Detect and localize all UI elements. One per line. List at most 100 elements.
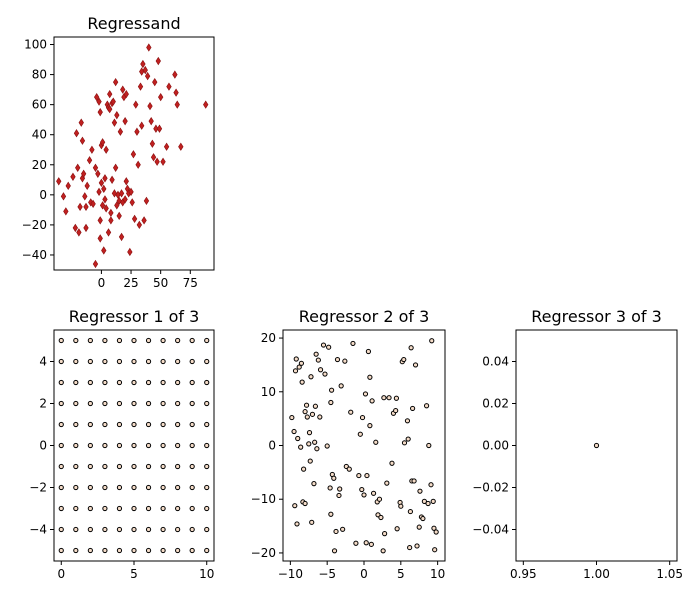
data-point	[359, 414, 366, 421]
data-point	[99, 201, 106, 210]
data-point	[73, 463, 79, 470]
data-point	[131, 484, 137, 491]
data-point	[317, 367, 324, 373]
data-point	[145, 421, 152, 428]
data-point	[204, 505, 210, 512]
x-tick-label: 75	[183, 276, 198, 290]
data-point	[83, 202, 89, 212]
chart-title: Regressor 2 of 3	[299, 307, 430, 326]
data-point	[87, 463, 93, 470]
data-point	[87, 400, 93, 407]
data-point	[306, 430, 313, 436]
data-point	[110, 97, 116, 106]
x-tick-label: 10	[199, 567, 214, 581]
data-point	[145, 526, 152, 533]
data-point	[336, 492, 342, 499]
data-point	[175, 379, 181, 386]
data-point	[117, 127, 124, 136]
data-point	[87, 526, 93, 533]
data-point	[423, 403, 430, 409]
data-point	[160, 379, 166, 386]
data-point	[120, 85, 126, 94]
y-tick-label: −4	[29, 523, 47, 537]
data-point	[102, 195, 108, 204]
data-point	[58, 484, 64, 491]
data-point	[359, 486, 365, 493]
data-point	[299, 379, 305, 385]
data-point	[73, 547, 79, 554]
data-point	[58, 463, 64, 470]
data-point	[298, 360, 305, 366]
data-point	[175, 442, 181, 449]
data-point	[401, 356, 407, 363]
data-point	[73, 442, 79, 449]
data-point	[63, 207, 69, 216]
data-point	[87, 379, 93, 386]
y-tick-label: 0	[268, 439, 276, 453]
data-point	[361, 492, 367, 498]
data-point	[122, 117, 128, 126]
data-point	[58, 358, 64, 365]
data-point	[116, 421, 123, 428]
data-point	[145, 484, 152, 491]
data-point	[131, 505, 137, 512]
data-point	[95, 169, 101, 178]
data-point	[289, 414, 295, 421]
data-point	[78, 118, 84, 127]
data-point	[405, 436, 411, 442]
data-point	[99, 138, 106, 147]
data-point	[116, 379, 123, 386]
data-point	[204, 442, 210, 449]
data-point	[331, 548, 338, 554]
data-point	[331, 475, 337, 481]
data-point	[103, 145, 109, 154]
data-point	[313, 351, 319, 357]
data-point	[73, 358, 79, 365]
data-point	[204, 379, 210, 386]
y-tick-label: 20	[32, 158, 47, 172]
data-point	[412, 362, 419, 368]
data-point	[73, 129, 80, 138]
data-point	[203, 100, 209, 109]
data-point	[111, 118, 118, 127]
data-point	[131, 358, 137, 365]
data-point	[131, 526, 137, 533]
y-tick-label: −10	[251, 492, 276, 506]
data-point	[411, 478, 417, 484]
data-point	[373, 439, 379, 445]
x-tick-label: 5	[397, 567, 405, 581]
data-point	[112, 77, 119, 87]
x-tick-label: −5	[318, 567, 336, 581]
data-point	[378, 514, 384, 521]
data-point	[356, 472, 362, 479]
y-tick-label: 0	[39, 188, 47, 202]
data-point	[365, 348, 372, 355]
data-point	[326, 344, 332, 350]
data-point	[103, 204, 109, 213]
data-point	[102, 379, 108, 386]
data-point	[408, 345, 414, 351]
plot-frame	[515, 329, 678, 562]
data-point	[116, 196, 122, 206]
data-point	[102, 337, 108, 344]
data-point	[131, 400, 137, 407]
data-point	[122, 195, 128, 204]
data-point	[189, 400, 195, 407]
y-tick-label: 60	[32, 98, 47, 112]
data-point	[97, 234, 103, 243]
data-point	[433, 529, 439, 535]
x-tick-label: 1.05	[656, 567, 683, 581]
data-point	[304, 414, 310, 420]
data-point	[320, 342, 327, 348]
data-point	[107, 104, 113, 114]
x-tick-label: 0	[57, 567, 65, 581]
data-point	[123, 89, 129, 99]
data-point	[130, 150, 137, 159]
data-point	[328, 511, 334, 517]
data-point	[73, 505, 79, 512]
data-point	[417, 488, 423, 494]
data-point	[189, 421, 195, 428]
data-point	[292, 503, 298, 509]
